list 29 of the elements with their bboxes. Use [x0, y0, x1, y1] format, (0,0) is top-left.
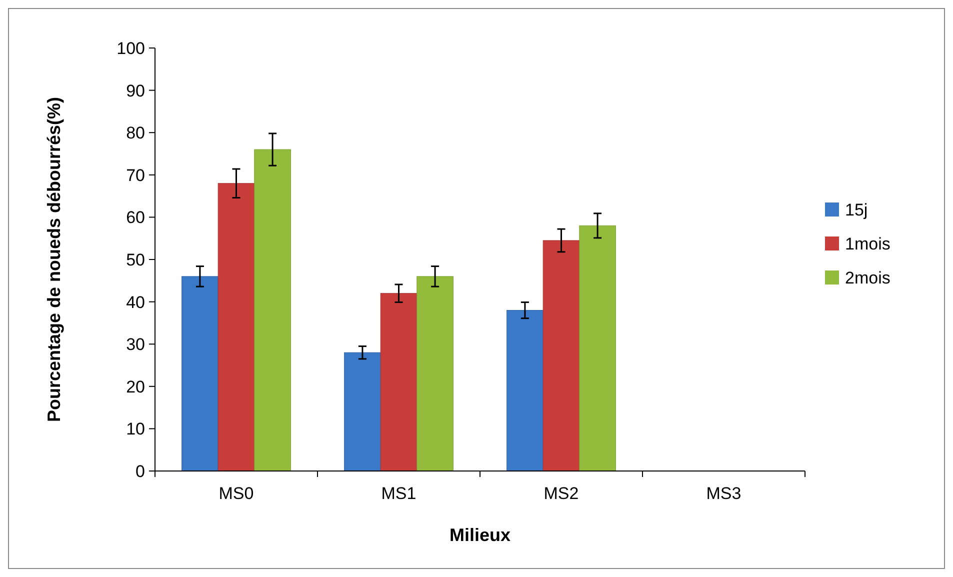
- y-tick-label: 90: [126, 81, 145, 100]
- bar: [416, 276, 454, 472]
- legend-label: 1mois: [845, 234, 890, 254]
- bar: [506, 310, 544, 472]
- x-tick-label: MS2: [544, 484, 579, 503]
- x-tick-label: MS3: [706, 484, 742, 503]
- y-tick-label: 10: [126, 420, 145, 439]
- y-tick-label: 60: [126, 208, 145, 228]
- x-tick-label: MS0: [218, 484, 254, 503]
- y-axis-title: Pourcentage de noueds débourrés(%): [44, 96, 64, 422]
- bar: [182, 276, 218, 472]
- x-axis-title: Milieux: [449, 525, 511, 545]
- bar: [380, 293, 418, 472]
- y-tick-label: 70: [126, 166, 145, 185]
- y-tick-label: 20: [126, 377, 145, 396]
- y-tick-label: 50: [126, 250, 145, 270]
- y-tick-label: 80: [126, 124, 145, 143]
- y-tick-label: 40: [126, 292, 145, 312]
- y-tick-label: 0: [136, 462, 145, 481]
- y-tick-label: 30: [126, 335, 145, 354]
- bar: [542, 240, 580, 472]
- bar: [218, 183, 255, 472]
- bar: [579, 225, 616, 472]
- bar: [344, 352, 381, 472]
- x-tick-label: MS1: [381, 484, 416, 503]
- legend-label: 2mois: [845, 268, 890, 288]
- y-tick-label: 100: [116, 38, 145, 58]
- legend-label: 15j: [845, 200, 868, 220]
- bar: [254, 149, 291, 472]
